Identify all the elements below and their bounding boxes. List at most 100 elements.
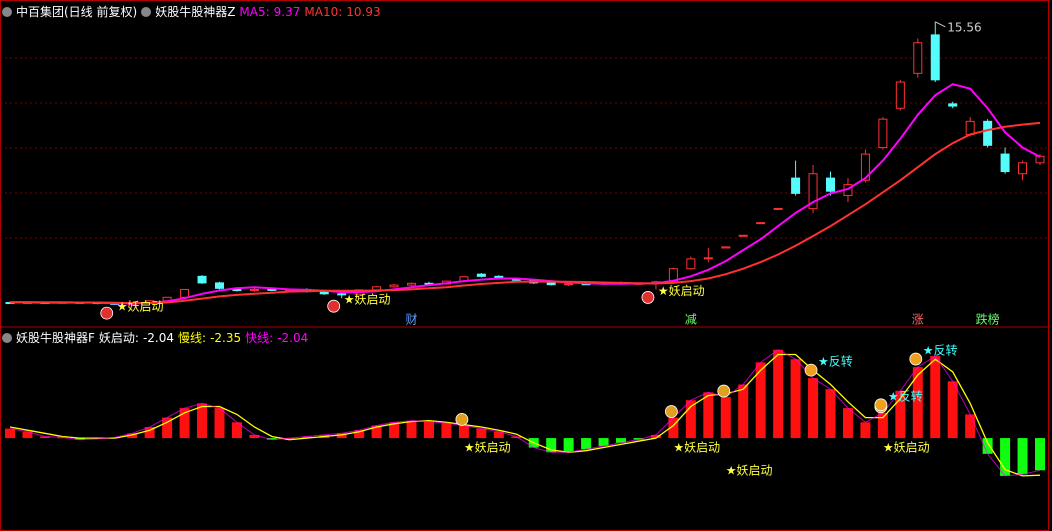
- legend-value: 10.93: [346, 4, 381, 19]
- reversal-icon: [804, 363, 818, 377]
- indicator-bar: [441, 423, 452, 439]
- candle-body: [983, 120, 993, 146]
- money-bag-icon: [664, 405, 678, 418]
- candle-body: [1035, 155, 1045, 164]
- indicator-bar: [773, 349, 784, 439]
- signal-label: ★妖启动: [658, 284, 705, 298]
- indicator-bar: [197, 403, 208, 439]
- candle-body: [546, 282, 556, 286]
- candle-body: [197, 275, 207, 284]
- signal-ball: [327, 299, 341, 313]
- candle-body: [948, 103, 958, 107]
- legend-name: MA10:: [304, 4, 343, 19]
- candle-body: [267, 288, 277, 291]
- reversal-label: ★反转: [818, 354, 853, 369]
- indicator-bar: [423, 421, 434, 439]
- indicator-bar: [493, 431, 504, 439]
- reversal-icon: [909, 352, 923, 366]
- signal-label: ★妖启动: [117, 300, 164, 314]
- signal-label: ★妖启动: [673, 441, 720, 455]
- legend-name: 妖启动:: [98, 331, 139, 345]
- candle-body: [1018, 162, 1028, 175]
- money-bag-icon: [455, 413, 469, 426]
- candle-body: [476, 273, 486, 277]
- legend-name: 快线:: [245, 331, 274, 345]
- candle-body: [738, 234, 748, 237]
- price-header: 中百集团(日线 前复权) 妖股牛股神器Z MA5: 9.37 MA10: 10.93: [2, 3, 381, 20]
- ma-line: [10, 83, 1041, 305]
- indicator-bar: [755, 362, 766, 439]
- candle-body: [826, 177, 836, 192]
- indicator-bar: [39, 436, 50, 439]
- indicator-bar: [808, 378, 819, 439]
- legend-value: -2.35: [210, 330, 242, 345]
- indicator-bar: [336, 433, 347, 439]
- ma-line: [10, 121, 1041, 304]
- price-grid: [0, 57, 1048, 239]
- candle-body: [791, 177, 801, 194]
- indicator-bar: [231, 422, 242, 439]
- candle-body: [389, 284, 399, 288]
- signal-label: ★妖启动: [464, 441, 511, 455]
- indicator-bar: [354, 430, 365, 439]
- indicator-bar: [668, 417, 679, 439]
- candle-body: [214, 282, 224, 289]
- indicator-bar: [406, 420, 417, 439]
- legend-name: MA5:: [239, 4, 270, 19]
- signal-label: ★妖启动: [344, 293, 391, 307]
- indicator-bar: [982, 438, 993, 454]
- signal-label: ★妖启动: [726, 464, 773, 478]
- legend-value: -2.04: [277, 330, 309, 345]
- indicator-bar: [389, 422, 400, 439]
- max-price-label: 15.56: [947, 20, 981, 34]
- candle-body: [860, 153, 870, 181]
- candle-body: [319, 291, 329, 295]
- indicator-name: 妖股牛股神器Z: [155, 5, 236, 19]
- indicator-bar: [22, 431, 33, 439]
- candle-body: [564, 283, 574, 286]
- indicator-bar: [1000, 438, 1011, 476]
- candle-body: [965, 120, 975, 135]
- indicator-bar: [371, 425, 382, 439]
- candle-body: [878, 118, 888, 149]
- indicator-bar: [877, 412, 888, 439]
- indicator-bar: [546, 438, 557, 453]
- event-label: 跌榜: [976, 312, 1000, 327]
- dropdown-icon[interactable]: [141, 6, 152, 17]
- indicator-line: [9, 349, 1041, 477]
- indicator-bar: [1017, 438, 1028, 475]
- legend-name: 慢线:: [178, 331, 207, 345]
- candle-body: [1000, 153, 1010, 173]
- dropdown-icon[interactable]: [2, 332, 12, 343]
- signal-label: ★妖启动: [883, 441, 930, 455]
- event-label: 减: [685, 313, 697, 327]
- indicator-bar: [895, 390, 906, 439]
- candle-body: [703, 257, 713, 260]
- indicator-bar: [1035, 438, 1045, 471]
- indicator-bar: [947, 381, 958, 439]
- candle-body: [773, 207, 783, 210]
- max-pointer: [935, 21, 946, 28]
- candle-body: [686, 258, 696, 270]
- candle-body: [721, 246, 731, 249]
- indicator-bar: [825, 389, 836, 439]
- indicator-bar: [738, 384, 749, 439]
- indicator-bar: [616, 438, 627, 443]
- candle-body: [337, 293, 347, 296]
- reversal-label: ★反转: [888, 388, 923, 403]
- money-bag-icon: [717, 384, 731, 398]
- indicator-bar: [301, 436, 312, 439]
- reversal-icon: [874, 398, 888, 412]
- candle-body: [407, 282, 417, 286]
- indicator-bar: [144, 427, 155, 439]
- indicator-bar: [74, 438, 85, 440]
- event-label: 财: [406, 313, 418, 327]
- security-title: 中百集团(日线 前复权): [16, 5, 138, 19]
- indicator-bar: [703, 392, 714, 439]
- dropdown-icon[interactable]: [2, 6, 12, 17]
- signal-ball: [641, 291, 655, 304]
- candle-body: [895, 81, 905, 109]
- indicator-bar: [633, 438, 644, 440]
- indicator-bar: [249, 434, 260, 439]
